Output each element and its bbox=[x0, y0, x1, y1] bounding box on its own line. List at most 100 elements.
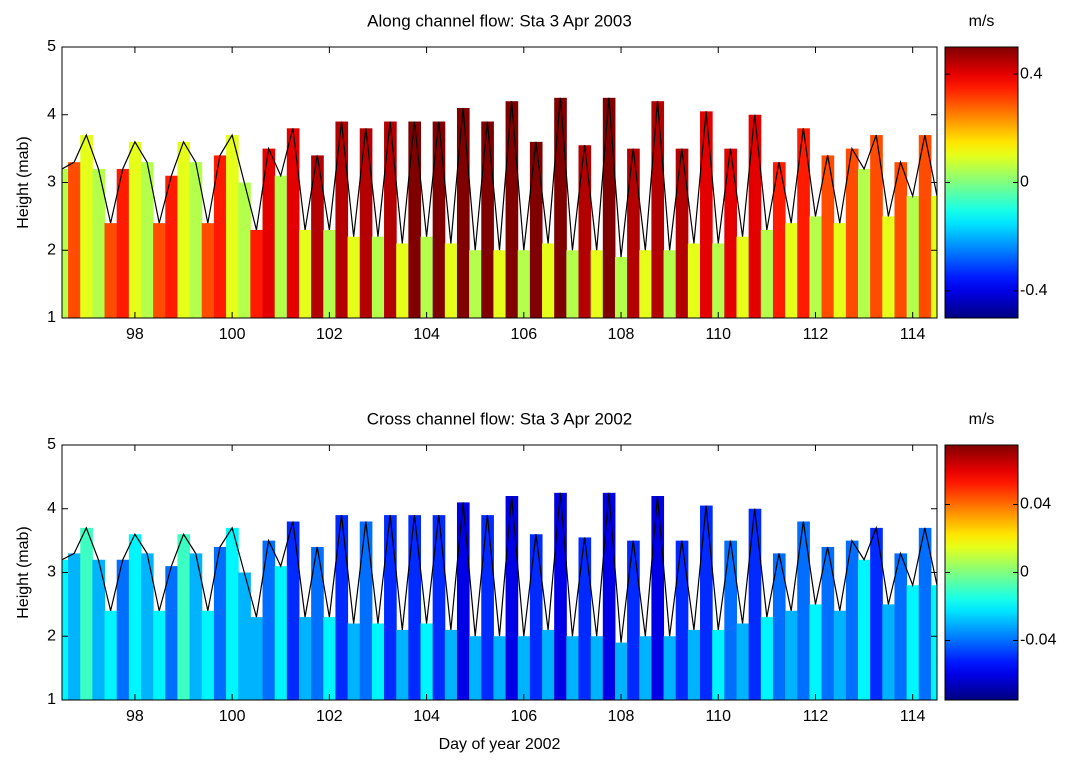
cell bbox=[238, 572, 251, 700]
cell bbox=[529, 534, 543, 700]
cell bbox=[165, 175, 178, 318]
cell bbox=[298, 617, 312, 700]
cell bbox=[396, 629, 409, 700]
cell bbox=[590, 636, 604, 700]
cell bbox=[712, 243, 725, 318]
x-tick-label: 104 bbox=[413, 326, 440, 343]
cell bbox=[262, 540, 276, 700]
x-tick-label: 106 bbox=[510, 326, 537, 343]
cell bbox=[371, 236, 385, 318]
x-tick-label: 100 bbox=[219, 708, 246, 725]
cell bbox=[554, 492, 567, 700]
cell bbox=[590, 250, 604, 318]
cell bbox=[602, 492, 616, 700]
cell bbox=[736, 236, 750, 318]
cell bbox=[724, 148, 737, 318]
cell bbox=[882, 216, 895, 318]
cell bbox=[226, 135, 239, 318]
x-tick-label: 98 bbox=[126, 708, 144, 725]
y-tick-label: 5 bbox=[47, 38, 56, 55]
cell bbox=[639, 636, 652, 700]
cell bbox=[469, 636, 482, 700]
cell bbox=[432, 515, 446, 700]
cell bbox=[542, 629, 555, 700]
x-tick-label: 102 bbox=[316, 708, 343, 725]
colorbar-label: m/s bbox=[969, 411, 995, 428]
cell bbox=[712, 629, 725, 700]
y-tick-label: 4 bbox=[47, 500, 56, 517]
cell bbox=[481, 515, 494, 700]
cell bbox=[845, 148, 859, 318]
colorbar-tick-label: 0.04 bbox=[1020, 496, 1051, 513]
cell bbox=[153, 223, 166, 318]
cell bbox=[894, 553, 908, 700]
cell bbox=[833, 223, 847, 318]
cell bbox=[772, 162, 786, 318]
cell bbox=[359, 128, 373, 318]
cell bbox=[675, 148, 689, 318]
colorbar-tick-label: -0.4 bbox=[1020, 282, 1048, 299]
cell bbox=[906, 585, 920, 700]
cell bbox=[578, 145, 592, 318]
cell bbox=[104, 610, 118, 700]
cell bbox=[311, 547, 324, 700]
cell bbox=[906, 196, 920, 318]
cell bbox=[213, 547, 227, 700]
cell bbox=[724, 540, 737, 700]
x-axis-label: Day of year 2002 bbox=[439, 736, 561, 753]
cell bbox=[177, 534, 191, 700]
cell bbox=[128, 534, 142, 700]
cell bbox=[128, 141, 142, 318]
x-tick-label: 98 bbox=[126, 326, 144, 343]
cell bbox=[62, 168, 69, 318]
cell bbox=[262, 148, 276, 318]
cell bbox=[62, 559, 69, 700]
cell bbox=[858, 168, 871, 318]
cell bbox=[335, 121, 349, 318]
cell bbox=[371, 623, 385, 700]
colorbar bbox=[944, 444, 1019, 701]
surface-line bbox=[62, 492, 937, 643]
cell bbox=[238, 182, 251, 318]
cell bbox=[493, 250, 507, 318]
cell bbox=[870, 527, 883, 700]
cell bbox=[92, 559, 106, 700]
y-tick-label: 1 bbox=[47, 309, 56, 326]
cell bbox=[323, 617, 336, 700]
cell bbox=[651, 101, 665, 318]
cell bbox=[493, 636, 507, 700]
cell bbox=[335, 515, 349, 700]
cell bbox=[80, 135, 93, 318]
cell bbox=[687, 243, 701, 318]
cell bbox=[858, 559, 871, 700]
x-tick-label: 108 bbox=[608, 326, 635, 343]
cell bbox=[663, 636, 677, 700]
cell bbox=[92, 168, 106, 318]
cell bbox=[833, 610, 847, 700]
cell bbox=[420, 236, 434, 318]
cell bbox=[845, 540, 859, 700]
cell bbox=[80, 527, 93, 700]
cell bbox=[189, 553, 203, 700]
cell bbox=[566, 636, 579, 700]
x-tick-label: 110 bbox=[705, 326, 731, 343]
y-tick-label: 2 bbox=[47, 627, 56, 644]
cell bbox=[384, 121, 397, 318]
cell bbox=[213, 155, 227, 318]
cell bbox=[614, 642, 628, 700]
cell bbox=[517, 250, 531, 318]
cell bbox=[420, 623, 434, 700]
x-tick-label: 114 bbox=[900, 326, 926, 343]
x-tick-label: 114 bbox=[900, 708, 926, 725]
colorbar-tick-label: 0.4 bbox=[1020, 65, 1042, 82]
y-axis-label: Height (mab) bbox=[15, 526, 32, 618]
y-tick-label: 3 bbox=[47, 174, 56, 191]
cell bbox=[882, 604, 895, 700]
x-tick-label: 112 bbox=[803, 326, 829, 343]
cell bbox=[286, 521, 300, 700]
cell bbox=[505, 496, 519, 700]
cell bbox=[627, 540, 640, 700]
cell bbox=[578, 537, 592, 700]
cell bbox=[663, 250, 677, 318]
cell bbox=[116, 559, 130, 700]
